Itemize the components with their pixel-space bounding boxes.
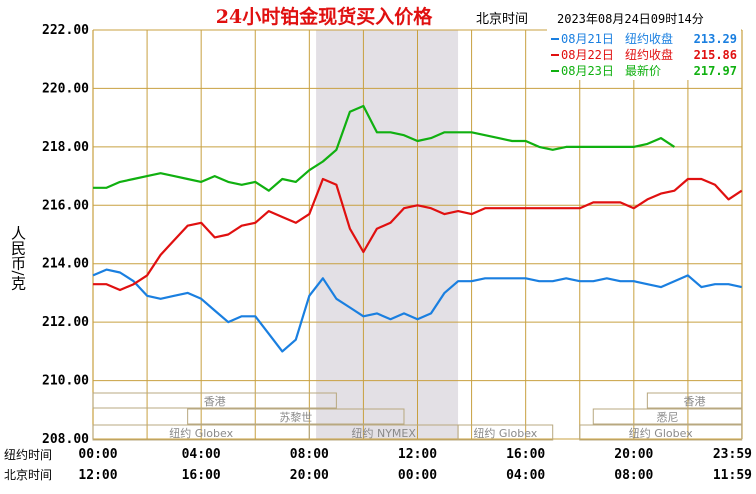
session-label: 纽约 NYMEX (351, 426, 416, 440)
chart-title: 24小时铂金现货买入价格 (216, 5, 433, 28)
session-box (187, 408, 405, 425)
session-label: 悉尼 (657, 411, 679, 424)
x-tick-label-bj: 04:00 (506, 468, 545, 483)
y-tick-label: 214.00 (42, 257, 89, 272)
row-label-bj: 北京时间 (4, 468, 52, 482)
x-tick-label-bj: 00:00 (398, 468, 437, 483)
nymex-highlight-band (316, 30, 459, 439)
x-tick-label-bj: 20:00 (290, 468, 329, 483)
legend-date: 08月23日 (561, 64, 614, 78)
x-tick-label-ny: 23:59 (713, 447, 752, 462)
x-tick-label-ny: 00:00 (78, 447, 117, 462)
x-tick-label-ny: 04:00 (182, 447, 221, 462)
series-layer (92, 104, 743, 353)
legend-value: 215.86 (694, 48, 737, 62)
y-tick-label: 218.00 (42, 140, 89, 155)
legend-value: 213.29 (694, 32, 737, 46)
x-tick-label-ny: 12:00 (398, 447, 437, 462)
legend-label: 最新价 (625, 63, 661, 78)
session-label: 纽约 Globex (629, 426, 693, 440)
legend-date: 08月22日 (561, 48, 614, 62)
session-box (92, 392, 337, 409)
x-tick-label-ny: 16:00 (506, 447, 545, 462)
session-box (579, 424, 743, 441)
session-label: 香港 (684, 395, 706, 408)
x-tick-label-bj: 08:00 (614, 468, 653, 483)
x-tick-label-ny: 08:00 (290, 447, 329, 462)
y-tick-label: 222.00 (42, 23, 89, 38)
legend-value: 217.97 (694, 64, 737, 78)
x-tick-label-bj: 16:00 (182, 468, 221, 483)
legend: 08月21日 纽约收盘 213.29 08月22日 纽约收盘 215.86 08月23日 最新… (547, 29, 741, 80)
row-label-ny: 纽约时间 (4, 447, 52, 462)
session-label: 纽约 Globex (473, 426, 537, 440)
y-tick-layer: 222.00 220.00 218.00 216.00 214.00 212.00 210.… (42, 23, 89, 447)
legend-label: 纽约收盘 (625, 47, 673, 62)
session-box (457, 424, 554, 441)
y-tick-label: 212.00 (42, 315, 89, 330)
session-box (646, 392, 743, 409)
y-tick-label: 210.00 (42, 374, 89, 389)
x-tick-label-bj: 11:59 (713, 468, 752, 483)
y-axis-label: 人民币/克 (9, 225, 27, 291)
series-line-2 (93, 177, 743, 292)
legend-box (547, 29, 741, 80)
x-tick-label-bj: 12:00 (78, 468, 117, 483)
session-label: 香港 (204, 395, 226, 408)
y-tick-label: 220.00 (42, 81, 89, 96)
x-tick-layer: 00:00 12:00 04:00 16:00 08:00 20:00 12:00 00:00… (78, 447, 752, 483)
y-tick-label: 216.00 (42, 198, 89, 213)
x-tick-label-ny: 20:00 (614, 447, 653, 462)
timestamp-label: 北京时间 (476, 12, 528, 27)
series-line-1 (92, 268, 742, 353)
timestamp-value: 2023年08月24日09时14分 (557, 12, 704, 26)
y-tick-label: 208.00 (42, 432, 89, 447)
session-box (592, 408, 743, 425)
legend-label: 纽约收盘 (625, 31, 673, 46)
session-label: 纽约 Globex (169, 426, 233, 440)
series-line-3 (93, 104, 676, 192)
legend-date: 08月21日 (561, 32, 614, 46)
session-label: 苏黎世 (279, 410, 312, 424)
